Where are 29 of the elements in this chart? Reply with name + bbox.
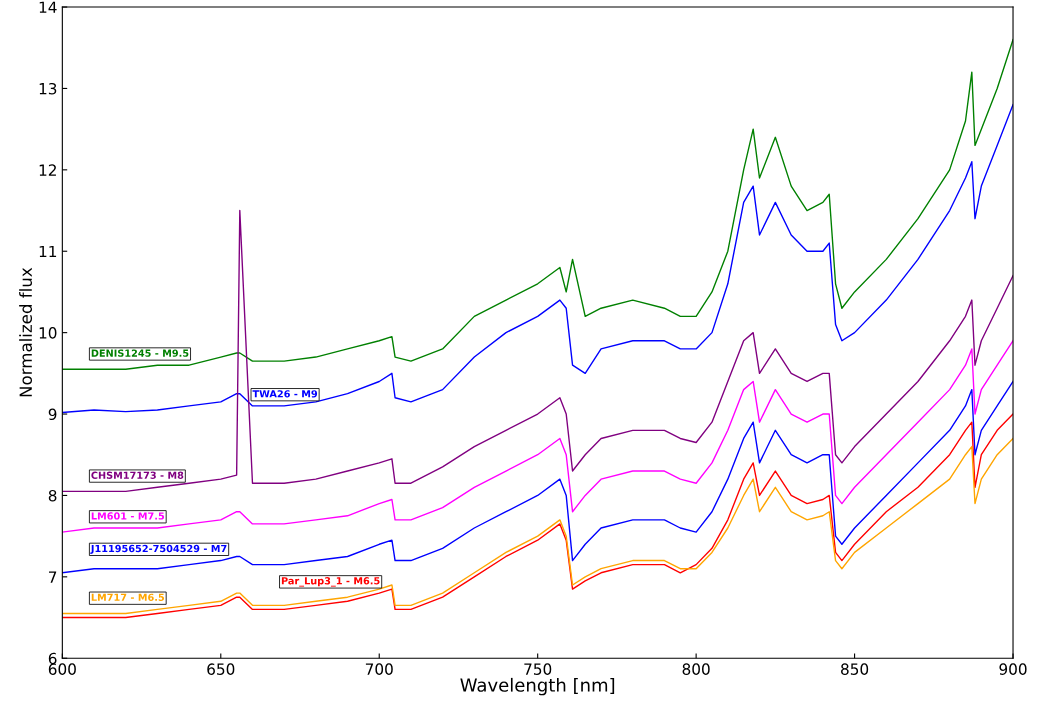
x-tick-label: 600 bbox=[48, 663, 76, 675]
y-tick-label: 8 bbox=[48, 489, 57, 502]
x-tick-label: 750 bbox=[524, 663, 552, 675]
y-tick-label: 12 bbox=[39, 164, 56, 176]
x-axis-title: Wavelength [nm] bbox=[460, 677, 615, 696]
x-tick-label: 800 bbox=[682, 663, 710, 675]
y-tick-label: 9 bbox=[48, 408, 57, 421]
y-tick-label: 7 bbox=[49, 571, 57, 583]
series-label: J11195652-7504529 - M7 bbox=[90, 544, 227, 554]
y-tick-label: 13 bbox=[39, 82, 57, 95]
x-tick-label: 650 bbox=[207, 663, 235, 675]
series-label: CHSM17173 - M8 bbox=[91, 471, 184, 479]
line-series bbox=[62, 340, 1014, 533]
series-label: LM717 - M6.5 bbox=[91, 593, 165, 601]
series-label: TWA26 - M9 bbox=[252, 390, 318, 398]
line-series bbox=[62, 104, 1014, 414]
line-series bbox=[62, 209, 1014, 493]
x-tick-label: 850 bbox=[841, 663, 869, 675]
y-tick-label: 10 bbox=[39, 327, 57, 339]
y-tick-label: 14 bbox=[39, 1, 57, 13]
x-tick-label: 700 bbox=[365, 663, 393, 675]
line-series bbox=[62, 380, 1014, 574]
series-label: Par_Lup3_1 - M6.5 bbox=[281, 577, 380, 587]
series-label: DENIS1245 - M9.5 bbox=[91, 349, 189, 357]
x-tick-label: 900 bbox=[999, 663, 1027, 675]
y-axis-title: Normalized flux bbox=[19, 267, 33, 397]
series-label: LM601 - M7.5 bbox=[91, 512, 165, 520]
y-tick-label: 6 bbox=[48, 652, 57, 665]
y-tick-label: 11 bbox=[39, 245, 57, 258]
